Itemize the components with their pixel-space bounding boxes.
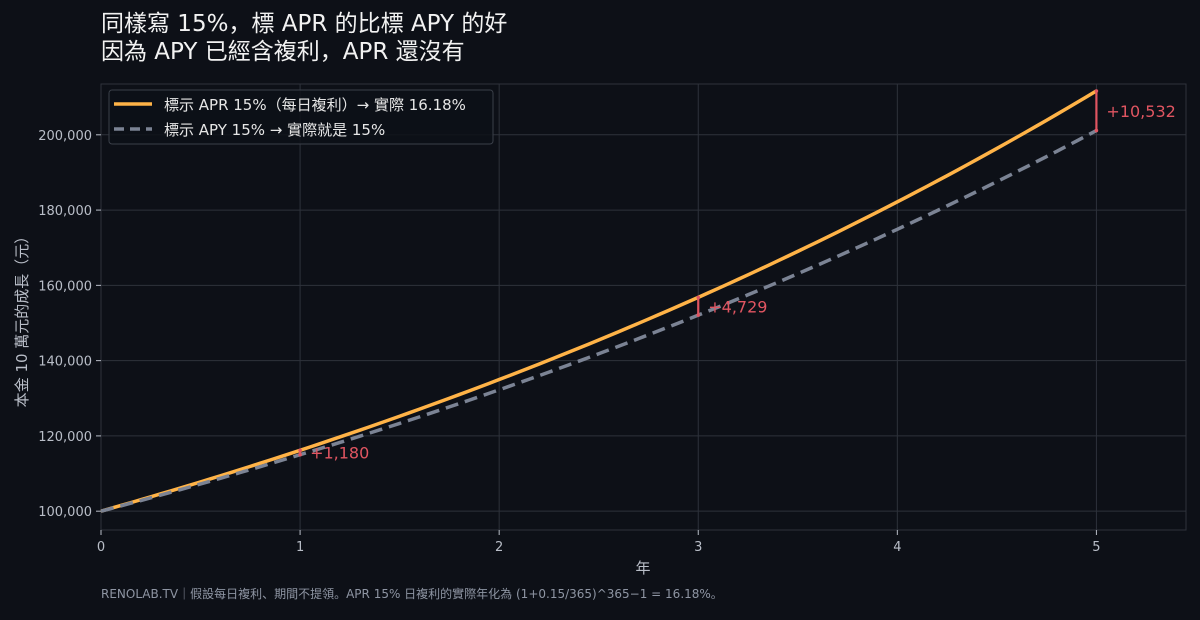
y-tick-label: 140,000 xyxy=(38,355,92,370)
legend-label-apy: 標示 APY 15% → 實際就是 15% xyxy=(164,121,385,139)
x-tick-label: 5 xyxy=(1092,540,1100,555)
y-tick-label: 160,000 xyxy=(38,279,92,294)
y-tick-label: 100,000 xyxy=(38,505,92,520)
series-apr-line xyxy=(100,89,1098,513)
y-tick-label: 120,000 xyxy=(38,430,92,445)
difference-dot xyxy=(1094,128,1099,133)
x-axis-label: 年 xyxy=(635,559,650,577)
difference-dot xyxy=(298,452,302,457)
difference-dot xyxy=(1094,89,1099,93)
y-tick-label: 180,000 xyxy=(38,204,92,219)
legend-box xyxy=(108,89,494,145)
difference-dot xyxy=(696,313,701,317)
chart-title: 同樣寫 15%，標 APR 的比標 APY 的好 因為 APY 已經含複利，AP… xyxy=(101,10,507,66)
y-axis-ticks: 100,000 120,000 140,000 160,000 180,000 200,0… xyxy=(38,129,101,520)
legend: 標示 APR 15%（每日複利）→ 實際 16.18% 標示 APY 15% →… xyxy=(108,89,494,145)
y-tick-label: 200,000 xyxy=(38,129,92,144)
x-tick-label: 3 xyxy=(694,540,702,555)
title-line-1: 同樣寫 15%，標 APR 的比標 APY 的好 xyxy=(101,11,508,37)
series-group xyxy=(100,89,1098,513)
series-apy-line xyxy=(100,128,1098,513)
difference-dot xyxy=(298,448,302,453)
line-chart: 0 1 2 3 4 5 100,000 120,000 140,000 160,000 180,0… xyxy=(13,83,1187,577)
x-tick-label: 0 xyxy=(97,540,105,555)
plot-frame xyxy=(100,83,1187,531)
footnote: RENOLAB.TV｜假設每日複利、期間不提領。APR 15% 日複利的實際年化… xyxy=(101,587,723,601)
difference-label: +4,729 xyxy=(708,297,767,316)
x-tick-label: 4 xyxy=(893,540,901,555)
title-line-2: 因為 APY 已經含複利，APR 還沒有 xyxy=(101,39,465,65)
difference-annotations: +1,180 +4,729 +10,532 xyxy=(298,89,1176,463)
x-tick-label: 1 xyxy=(296,540,304,555)
difference-label: +10,532 xyxy=(1106,102,1175,121)
x-axis-ticks: 0 1 2 3 4 5 xyxy=(97,530,1101,555)
y-axis-label: 本金 10 萬元的成長（元） xyxy=(13,229,31,408)
difference-label: +1,180 xyxy=(310,444,369,463)
difference-dot xyxy=(696,295,701,300)
grid-lines xyxy=(100,84,1186,530)
x-tick-label: 2 xyxy=(495,540,503,555)
legend-label-apr: 標示 APR 15%（每日複利）→ 實際 16.18% xyxy=(164,96,466,114)
